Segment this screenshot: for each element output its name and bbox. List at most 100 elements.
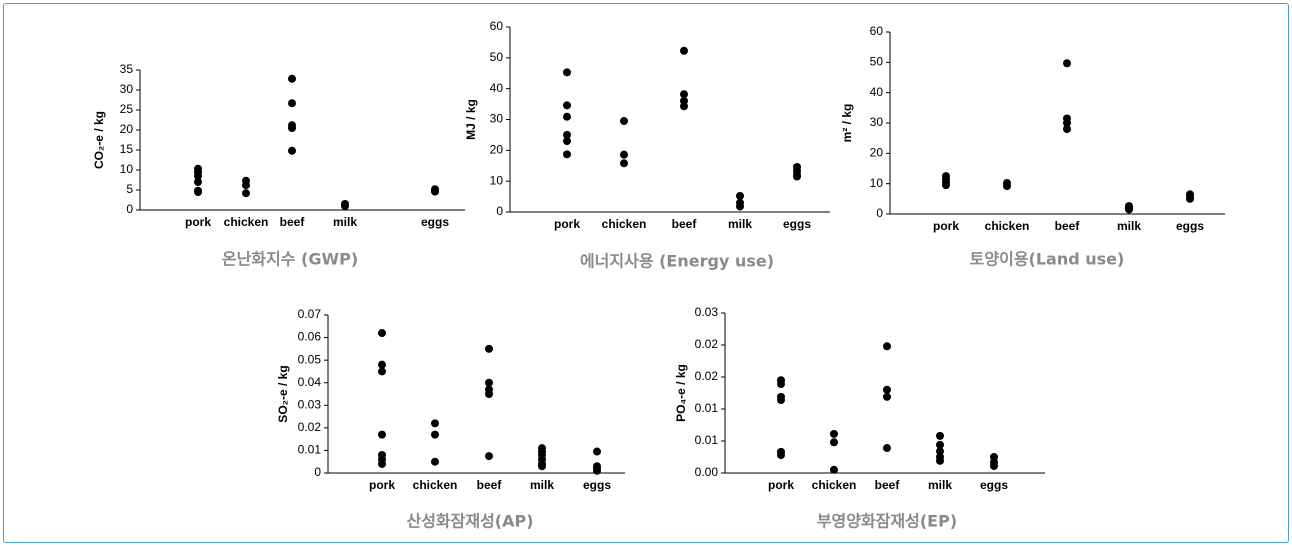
point xyxy=(431,187,439,196)
point xyxy=(288,146,296,155)
point xyxy=(736,202,744,211)
point xyxy=(620,150,628,159)
x-tick-label: milk xyxy=(1117,219,1141,233)
point xyxy=(485,344,493,353)
point xyxy=(1063,59,1071,68)
point xyxy=(680,102,688,111)
point xyxy=(936,440,944,449)
y-tick-label: 0.06 xyxy=(298,330,322,344)
point xyxy=(777,451,785,460)
y-tick-label: 5 xyxy=(126,182,133,196)
point xyxy=(830,429,838,438)
point xyxy=(378,367,386,376)
chart-title: 온난화지수 (GWP) xyxy=(222,250,358,269)
point xyxy=(1003,182,1011,191)
point xyxy=(288,124,296,132)
x-tick-label: milk xyxy=(728,217,752,231)
point xyxy=(1063,125,1071,134)
x-tick-label: beef xyxy=(1055,219,1081,233)
point xyxy=(1186,194,1194,203)
y-tick-label: 30 xyxy=(120,82,134,96)
point xyxy=(242,181,250,190)
x-tick-label: eggs xyxy=(980,478,1008,492)
point xyxy=(777,380,785,389)
y-tick-label: 0 xyxy=(314,465,321,479)
y-axis-label: m² / kg xyxy=(840,104,854,143)
y-tick-label: 30 xyxy=(870,115,884,129)
point xyxy=(378,430,386,439)
point xyxy=(485,378,493,387)
point xyxy=(538,462,546,471)
y-tick-label: 40 xyxy=(490,81,504,95)
point xyxy=(883,385,891,394)
x-tick-label: milk xyxy=(333,215,357,229)
chart-title: 산성화잠재성(AP) xyxy=(406,512,533,531)
y-tick-label: 20 xyxy=(120,122,134,136)
y-axis-label: PO₄-e / kg xyxy=(674,364,688,422)
chart-title: 에너지사용 (Energy use) xyxy=(580,252,774,271)
point xyxy=(942,181,950,190)
point xyxy=(593,466,601,475)
y-tick-label: 0.00 xyxy=(695,465,719,479)
y-tick-label: 10 xyxy=(870,176,884,190)
x-tick-label: beef xyxy=(875,478,901,492)
x-tick-label: chicken xyxy=(985,219,1030,233)
point xyxy=(431,457,439,466)
y-tick-label: 50 xyxy=(870,55,884,69)
point xyxy=(883,444,891,453)
y-tick-label: 0.04 xyxy=(298,375,322,389)
point xyxy=(793,172,801,181)
x-tick-label: pork xyxy=(185,215,211,229)
point xyxy=(563,101,571,110)
y-tick-label: 40 xyxy=(870,85,884,99)
y-tick-label: 50 xyxy=(490,50,504,64)
y-tick-label: 0.02 xyxy=(695,337,719,351)
point xyxy=(680,46,688,55)
chart-title: 부영양화잠재성(EP) xyxy=(817,512,957,531)
point xyxy=(194,178,202,186)
point xyxy=(378,360,386,369)
y-tick-label: 60 xyxy=(490,19,504,33)
point xyxy=(194,172,202,180)
point xyxy=(341,202,349,210)
x-tick-label: eggs xyxy=(783,217,811,231)
x-tick-label: pork xyxy=(768,478,794,492)
point xyxy=(431,430,439,439)
x-tick-label: beef xyxy=(477,478,503,492)
x-tick-label: chicken xyxy=(602,217,647,231)
y-tick-label: 30 xyxy=(490,112,504,126)
point xyxy=(883,342,891,351)
x-tick-label: chicken xyxy=(812,478,857,492)
point xyxy=(936,431,944,440)
y-tick-label: 20 xyxy=(490,143,504,157)
point xyxy=(242,189,250,198)
point xyxy=(563,130,571,139)
y-tick-label: 0.01 xyxy=(695,401,719,415)
y-tick-label: 0.02 xyxy=(695,369,719,383)
y-tick-label: 0 xyxy=(496,204,503,218)
point xyxy=(563,137,571,146)
point xyxy=(1125,205,1133,214)
y-tick-label: 0.07 xyxy=(298,307,322,321)
point xyxy=(830,438,838,447)
point xyxy=(620,159,628,168)
x-tick-label: chicken xyxy=(224,215,269,229)
y-tick-label: 0.03 xyxy=(695,305,719,319)
point xyxy=(485,452,493,461)
point xyxy=(378,459,386,468)
x-tick-label: eggs xyxy=(421,215,449,229)
point xyxy=(288,74,296,83)
x-tick-label: eggs xyxy=(1176,219,1204,233)
y-tick-label: 0.03 xyxy=(298,397,322,411)
y-tick-label: 35 xyxy=(120,62,134,76)
point xyxy=(680,90,688,99)
point xyxy=(288,99,296,108)
point xyxy=(378,329,386,338)
point xyxy=(563,150,571,159)
y-tick-label: 60 xyxy=(870,24,884,38)
point xyxy=(593,447,601,456)
y-axis-label: SO₂-e / kg xyxy=(276,365,290,422)
y-tick-label: 0.01 xyxy=(695,433,719,447)
y-tick-label: 0 xyxy=(126,202,133,216)
